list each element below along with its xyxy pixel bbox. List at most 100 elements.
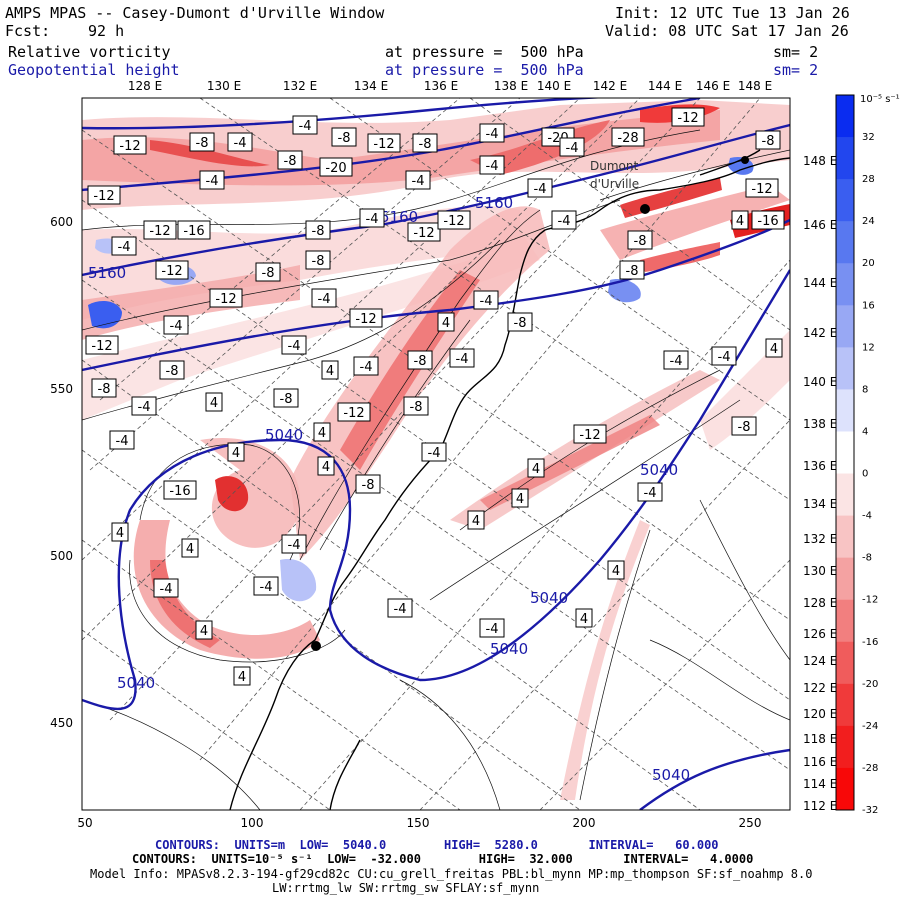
vorticity-value-label: -12: [119, 139, 140, 154]
vorticity-value-label: -8: [626, 264, 639, 279]
footer-vorticity-info: CONTOURS: UNITS=10⁻⁵ s⁻¹ LOW= -32.000 HI…: [132, 852, 754, 866]
vorticity-value-box: [159, 360, 185, 380]
vorticity-value-box: [337, 402, 371, 422]
vorticity-value-label: 4: [770, 342, 778, 357]
colorbar-swatch: [836, 347, 854, 390]
y-tick-label: 600: [50, 215, 73, 229]
height-label: 5040: [265, 426, 303, 444]
vorticity-value-label: -12: [215, 292, 236, 307]
colorbar-swatch: [836, 95, 854, 138]
colorbar-swatch: [836, 725, 854, 769]
vorticity-value-box: [143, 220, 177, 240]
footer-model-info: Model Info: MPASv8.2.3-194-gf29cd82c CU:…: [90, 867, 813, 881]
colorbar-label: 16: [862, 300, 875, 311]
longitude-label-right: 114 E: [803, 777, 837, 791]
vorticity-value-box: [109, 430, 135, 450]
vorticity-value-label: -4: [486, 622, 499, 637]
colorbar-label: -32: [862, 805, 878, 816]
vorticity-value-box: [233, 666, 251, 686]
vorticity-value-box: [111, 236, 137, 256]
vorticity-value-box: [671, 107, 705, 127]
vorticity-value-label: -16: [757, 214, 778, 229]
height-labels: 5160 5160 5160 5040 5040 5040 5040 5040 …: [88, 194, 690, 784]
colorbar-label: 8: [862, 384, 868, 395]
height-label: 5040: [530, 589, 568, 607]
vorticity-value-box: [277, 150, 303, 170]
x-tick-label: 100: [241, 816, 264, 830]
field2-pressure: at pressure = 500 hPa: [385, 61, 584, 79]
vorticity-value-box: [331, 127, 357, 147]
vorticity-value-box: [189, 132, 215, 152]
vorticity-value-box: [292, 115, 318, 135]
vorticity-value-box: [367, 133, 401, 153]
x-tick-label: 50: [77, 816, 92, 830]
vorticity-value-box: [412, 133, 438, 153]
vorticity-value-box: [111, 522, 129, 542]
vorticity-value-box: [387, 598, 413, 618]
vorticity-value-box: [311, 288, 337, 308]
colorbar-swatch: [836, 263, 854, 306]
height-label: 5040: [652, 766, 690, 784]
vorticity-value-box: [163, 480, 197, 500]
colorbar-swatch: [836, 137, 854, 180]
vorticity-value-box: [575, 608, 593, 628]
vorticity-value-label: -20: [325, 161, 346, 176]
vorticity-value-box: [209, 288, 243, 308]
height-label: 5040: [117, 674, 155, 692]
vorticity-value-labels: -8 -4-12-4-8 -12 -8-4 -20 -28-12-8 -20 -4-4 -8-1…: [85, 107, 785, 686]
vorticity-value-label: -8: [634, 234, 647, 249]
valid-time: Valid: 08 UTC Sat 17 Jan 26: [605, 22, 849, 40]
plot-frame: [81, 97, 791, 811]
vorticity-value-box: [255, 262, 281, 282]
vorticity-value-label: 4: [238, 670, 246, 685]
vorticity-value-label: -4: [234, 136, 247, 151]
colorbar-label: -20: [862, 679, 878, 690]
vorticity-value-label: -12: [751, 182, 772, 197]
vorticity-value-label: 4: [326, 364, 334, 379]
vorticity-value-box: [765, 338, 783, 358]
colorbar-label: -28: [862, 763, 878, 774]
x-tick-label: 200: [573, 816, 596, 830]
height-label: 5040: [640, 461, 678, 479]
colorbar-swatch: [836, 683, 854, 727]
vorticity-value-box: [711, 346, 737, 366]
longitude-labels-top: 128 E 130 E 132 E 134 E 136 E 138 E 140 E 142 E…: [128, 79, 772, 93]
vorticity-value-label: -4: [534, 182, 547, 197]
colorbar-frame: [835, 94, 855, 811]
colorbar-swatch: [836, 473, 854, 517]
vorticity-value-label: -8: [196, 136, 209, 151]
vorticity-value-label: -4: [394, 602, 407, 617]
vorticity-value-label: -8: [738, 420, 751, 435]
longitude-label-right: 124 E: [803, 654, 837, 668]
vorticity-value-box: [181, 538, 199, 558]
vorticity-value-box: [205, 392, 223, 412]
longitude-label-top: 134 E: [354, 79, 388, 93]
height-label: 5040: [490, 640, 528, 658]
longitude-labels-right: 148 E 146 E 144 E 142 E 140 E 138 E 136 E 134 E…: [803, 154, 837, 813]
vorticity-value-box: [637, 482, 663, 502]
colorbar-swatch: [836, 515, 854, 559]
vorticity-value-label: 4: [736, 214, 744, 229]
longitude-label-right: 112 E: [803, 799, 837, 813]
vorticity-value-label: 4: [612, 564, 620, 579]
longitude-label-top: 132 E: [283, 79, 317, 93]
place-label: d'Urville: [590, 177, 639, 191]
dumont-durville-station: [640, 204, 650, 214]
colorbar-label: 28: [862, 174, 875, 185]
colorbar-swatch: [836, 767, 854, 811]
longitude-label-top: 130 E: [207, 79, 241, 93]
vorticity-value-box: [479, 618, 505, 638]
colorbar-unit: 10⁻⁵ s⁻¹: [860, 94, 900, 105]
vorticity-value-box: [353, 356, 379, 376]
vorticity-value-label: 4: [116, 526, 124, 541]
vorticity-value-label: -4: [206, 174, 219, 189]
footer-geopotential-info: CONTOURS: UNITS=m LOW= 5040.0 HIGH= 5280…: [155, 838, 719, 852]
colorbar-swatch: [836, 431, 854, 475]
vorticity-value-label: -12: [149, 224, 170, 239]
vorticity-value-label: -8: [284, 154, 297, 169]
vorticity-value-label: -8: [338, 131, 351, 146]
vorticity-value-label: -4: [566, 141, 579, 156]
vorticity-value-label: 4: [472, 514, 480, 529]
vorticity-value-box: [281, 534, 307, 554]
vorticity-value-label: -12: [343, 406, 364, 421]
